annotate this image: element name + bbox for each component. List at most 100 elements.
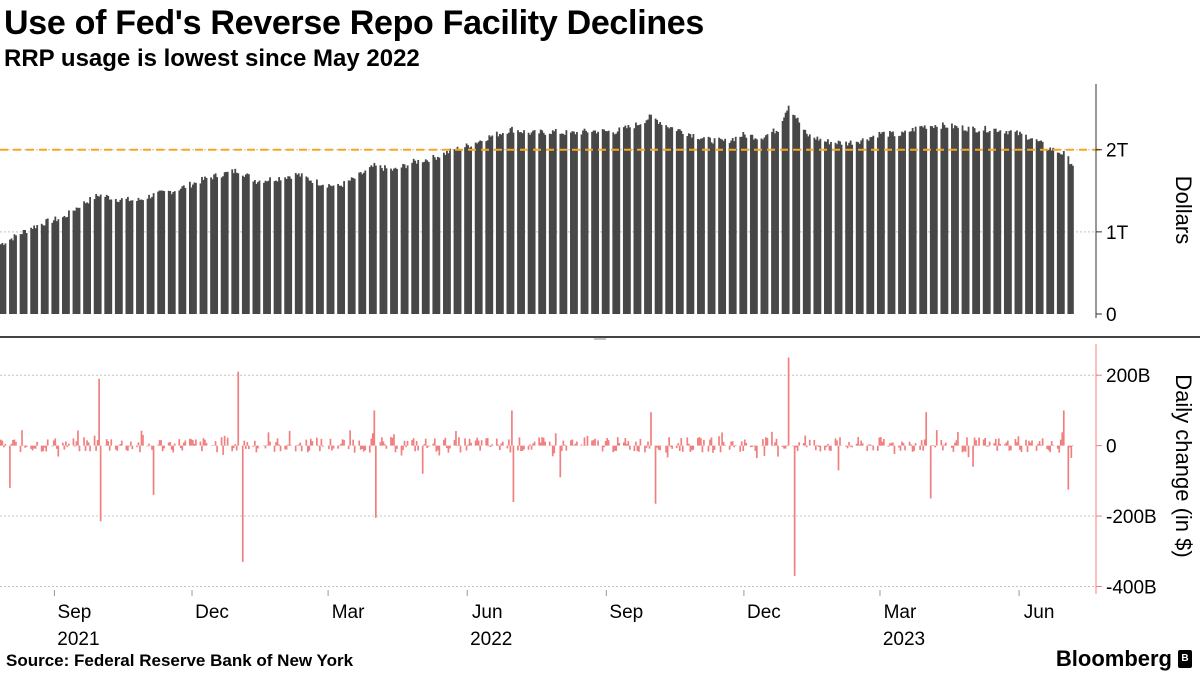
usage-bar (721, 139, 724, 314)
usage-bar (551, 130, 554, 314)
usage-bar (1035, 139, 1038, 314)
usage-bar (644, 123, 646, 315)
change-bar (427, 445, 430, 447)
usage-bar (848, 142, 851, 314)
change-bar (576, 441, 578, 446)
change-bar (498, 445, 501, 451)
usage-bar (491, 135, 494, 314)
usage-bar (1059, 154, 1062, 314)
change-bar (308, 445, 311, 451)
usage-bar (465, 143, 468, 314)
change-bar (784, 445, 787, 449)
change-bar (1059, 439, 1062, 446)
usage-bar (559, 133, 562, 314)
usage-bar (733, 141, 736, 314)
usage-bar (254, 180, 256, 314)
change-bar (509, 445, 512, 453)
change-bar (163, 445, 165, 449)
usage-bar (12, 240, 14, 314)
usage-bar (742, 131, 745, 314)
usage-bar (128, 201, 131, 314)
change-bar (400, 445, 403, 456)
usage-bar (766, 134, 769, 314)
change-bar (352, 439, 354, 446)
change-bar (329, 438, 332, 446)
usage-bar (996, 132, 999, 314)
change-bar (613, 445, 616, 451)
usage-bar (728, 143, 731, 314)
usage-bar (1016, 130, 1018, 314)
usage-bar (77, 207, 79, 314)
usage-bar (370, 165, 373, 314)
change-bar (837, 445, 840, 471)
usage-bar (447, 153, 450, 314)
usage-bar (908, 131, 911, 314)
change-bar (1056, 445, 1059, 449)
usage-bar (403, 164, 406, 314)
usage-bar (1020, 133, 1023, 314)
usage-bar (622, 127, 625, 314)
usage-bar (435, 159, 438, 314)
usage-bar (458, 150, 460, 314)
usage-bar (15, 235, 17, 314)
change-bar (1038, 441, 1041, 446)
usage-bar (624, 125, 627, 314)
usage-bar (371, 166, 374, 314)
usage-bar (453, 149, 456, 314)
change-bar (583, 437, 586, 446)
usage-bar (54, 216, 57, 314)
x-month-label: Dec (747, 602, 781, 623)
change-bar (479, 445, 481, 451)
change-bar (414, 445, 416, 452)
change-bar (1041, 438, 1044, 446)
change-bar (751, 445, 754, 447)
usage-bar (571, 131, 574, 314)
change-bar (698, 437, 701, 446)
usage-bar (139, 199, 141, 314)
change-bar (204, 439, 206, 446)
change-bar (30, 445, 32, 449)
usage-bar (257, 182, 259, 314)
usage-bar (263, 182, 265, 314)
usage-bar (709, 137, 711, 314)
usage-bar (130, 200, 132, 314)
change-bar (43, 445, 46, 448)
usage-bar (849, 140, 852, 314)
change-bar (1010, 445, 1012, 451)
usage-bar (975, 132, 978, 314)
change-bar (63, 445, 66, 450)
usage-bar (509, 128, 512, 314)
x-month-label: Jun (472, 602, 503, 623)
usage-bar (615, 133, 618, 314)
change-bar (257, 445, 259, 449)
change-bar (455, 431, 457, 446)
change-bar (867, 444, 870, 446)
usage-bar (787, 105, 790, 314)
usage-bar (807, 136, 810, 314)
change-bar (231, 445, 234, 452)
usage-bar (157, 191, 160, 314)
usage-bar (247, 174, 250, 314)
change-bar (480, 440, 483, 446)
change-bar (892, 442, 894, 446)
change-bar (468, 438, 471, 446)
change-bar (267, 432, 270, 446)
change-bar (173, 443, 176, 446)
change-bar (734, 445, 737, 446)
usage-bar (421, 162, 424, 314)
change-bar (1037, 443, 1039, 446)
usage-bar (518, 132, 521, 314)
change-bar (687, 443, 690, 446)
usage-bar (1046, 148, 1049, 314)
upper-tick-label: 0 (1106, 305, 1117, 326)
usage-bar (275, 180, 277, 314)
usage-bar (650, 114, 652, 314)
change-bar (13, 439, 16, 446)
change-bar (139, 445, 141, 453)
change-bar (689, 445, 692, 452)
change-bar (491, 444, 494, 446)
usage-bar (878, 131, 881, 314)
usage-bar (393, 168, 395, 314)
change-bar (98, 378, 100, 446)
brand-name: Bloomberg (1055, 646, 1172, 671)
